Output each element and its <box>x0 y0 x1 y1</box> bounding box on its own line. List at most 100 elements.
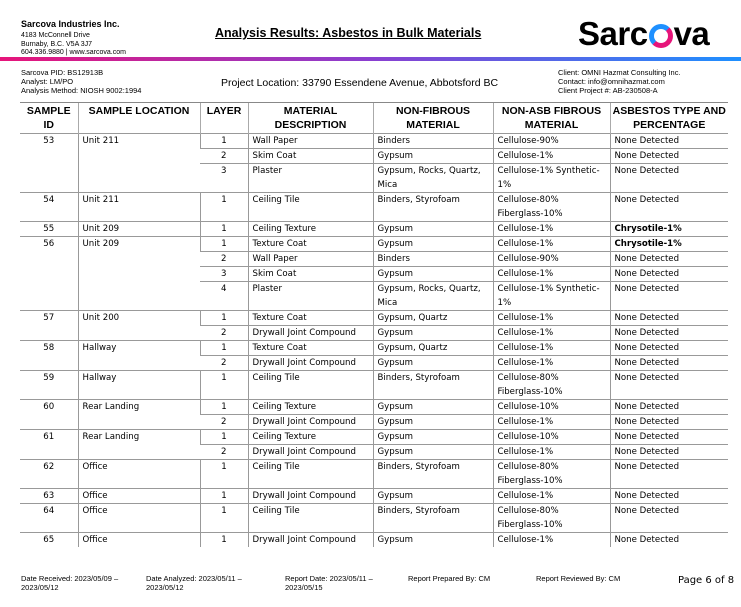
non-asb-fibrous-material: Cellulose-1% <box>492 310 610 326</box>
company-name: Sarcova Industries Inc. <box>21 19 120 29</box>
col-asbestos: ASBESTOS TYPE AND PERCENTAGE <box>609 102 728 134</box>
asbestos-result: None Detected <box>609 133 728 149</box>
material-description: Plaster <box>247 163 373 193</box>
asbestos-result: None Detected <box>609 429 728 445</box>
sample-location: Rear Landing <box>77 429 200 460</box>
non-asb-fibrous-material: Cellulose-10% <box>492 429 610 445</box>
sample-id: 55 <box>20 221 78 237</box>
table-row: 58 Hallway 1 Texture Coat Gypsum, Quartz Cell… <box>20 340 728 371</box>
client-project: Client Project #: AB-230508-A <box>558 86 658 95</box>
sample-location: Hallway <box>77 370 200 400</box>
table-row: 2 Drywall Joint Compound Gypsum Cellulose-1… <box>20 444 728 460</box>
material-description: Ceiling Tile <box>247 503 373 533</box>
non-asb-fibrous-material: Cellulose-10% <box>492 399 610 415</box>
non-asb-fibrous-material: Cellulose-1% <box>492 221 610 237</box>
sample-location: Rear Landing <box>77 399 200 430</box>
asbestos-result: None Detected <box>609 414 728 430</box>
sample-location: Unit 209 <box>77 221 200 237</box>
non-asb-fibrous-material: Cellulose-80% Fiberglass-10% <box>492 370 610 400</box>
asbestos-result: None Detected <box>609 488 728 504</box>
non-asb-fibrous-material: Cellulose-1% Synthetic-1% <box>492 281 610 311</box>
gradient-divider <box>0 57 741 61</box>
sample-location: Unit 200 <box>77 310 200 341</box>
sample-location: Office <box>77 532 200 547</box>
material-description: Ceiling Tile <box>247 459 373 489</box>
table-row: 53 Unit 211 1 Wall Paper Binders Cellulose-90… <box>20 133 728 193</box>
asbestos-result: Chrysotile-1% <box>609 221 728 237</box>
logo-o-icon <box>648 24 673 48</box>
non-fibrous-material: Gypsum <box>372 532 493 547</box>
non-asb-fibrous-material: Cellulose-1% <box>492 236 610 252</box>
layer: 3 <box>200 163 248 193</box>
non-fibrous-material: Gypsum <box>372 266 493 282</box>
material-description: Drywall Joint Compound <box>247 532 373 547</box>
layer: 1 <box>199 532 248 547</box>
non-asb-fibrous-material: Cellulose-1% <box>492 488 610 504</box>
asbestos-result: Chrysotile-1% <box>609 236 728 252</box>
layer: 1 <box>199 370 248 400</box>
page-number: Page 6 of 8 <box>678 575 735 586</box>
table-row: 3 Skim Coat Gypsum Cellulose-1% None Detecte… <box>20 266 728 282</box>
layer: 1 <box>199 503 248 533</box>
sample-location: Unit 209 <box>77 236 200 311</box>
sample-location: Unit 211 <box>77 192 200 222</box>
sample-location: Unit 211 <box>77 133 200 193</box>
material-description: Skim Coat <box>247 148 373 164</box>
asbestos-result: None Detected <box>609 266 728 282</box>
sample-id: 54 <box>20 192 78 222</box>
asbestos-result: None Detected <box>609 399 728 415</box>
asbestos-result: None Detected <box>609 163 728 193</box>
non-fibrous-material: Gypsum <box>372 399 493 415</box>
material-description: Drywall Joint Compound <box>247 325 373 341</box>
table-row: 59 Hallway 1 Ceiling Tile Binders, Styrofoam… <box>20 370 728 400</box>
analyst: Analyst: LM/PO <box>21 77 74 86</box>
layer: 2 <box>200 251 248 267</box>
table-row: 3 Plaster Gypsum, Rocks, Quartz, Mica Cellu… <box>20 163 728 193</box>
table-row: 4 Plaster Gypsum, Rocks, Quartz, Mica Cellu… <box>20 281 728 311</box>
sample-id: 59 <box>20 370 78 400</box>
material-description: Wall Paper <box>247 251 373 267</box>
report-prepared-by: Report Prepared By: CM <box>408 574 491 583</box>
non-fibrous-material: Binders <box>372 251 493 267</box>
sample-id: 61 <box>20 429 78 460</box>
table-row: 63 Office 1 Drywall Joint Compound Gypsum Cel… <box>20 488 728 504</box>
material-description: Drywall Joint Compound <box>247 414 373 430</box>
non-fibrous-material: Gypsum <box>372 429 493 445</box>
non-fibrous-material: Gypsum, Quartz <box>372 340 493 356</box>
asbestos-result: None Detected <box>609 459 728 489</box>
non-fibrous-material: Binders, Styrofoam <box>372 503 493 533</box>
col-layer: LAYER <box>199 102 248 134</box>
layer: 2 <box>200 148 248 164</box>
asbestos-result: None Detected <box>609 444 728 460</box>
sample-location: Office <box>77 503 200 533</box>
non-asb-fibrous-material: Cellulose-1% Synthetic-1% <box>492 163 610 193</box>
non-fibrous-material: Gypsum, Rocks, Quartz, Mica <box>372 163 493 193</box>
layer: 1 <box>199 221 248 237</box>
sample-id: 58 <box>20 340 78 371</box>
sample-id: 57 <box>20 310 78 341</box>
asbestos-result: None Detected <box>609 281 728 311</box>
non-fibrous-material: Binders, Styrofoam <box>372 192 493 222</box>
layer: 1 <box>199 192 248 222</box>
sample-location: Hallway <box>77 340 200 371</box>
contact: Contact: info@omnihazmat.com <box>558 77 665 86</box>
material-description: Wall Paper <box>247 133 373 149</box>
asbestos-result: None Detected <box>609 192 728 222</box>
asbestos-result: None Detected <box>609 355 728 371</box>
layer: 2 <box>200 325 248 341</box>
address-line: 604.336.9880 | www.sarcova.com <box>21 49 126 56</box>
sample-id: 56 <box>20 236 78 311</box>
date-received: Date Received: 2023/05/09 – 2023/05/12 <box>21 574 119 592</box>
non-fibrous-material: Gypsum <box>372 325 493 341</box>
non-asb-fibrous-material: Cellulose-1% <box>492 148 610 164</box>
analysis-meta: Sarcova PID: BS12913B Analyst: LM/PO Ana… <box>21 68 141 95</box>
sample-id: 64 <box>20 503 78 533</box>
address-line: 4183 McConnell Drive <box>21 32 90 39</box>
col-non-fibrous: NON-FIBROUS MATERIAL <box>372 102 493 134</box>
asbestos-result: None Detected <box>609 370 728 400</box>
asbestos-result: None Detected <box>609 325 728 341</box>
sample-id: 53 <box>20 133 78 193</box>
non-fibrous-material: Gypsum <box>372 236 493 252</box>
material-description: Drywall Joint Compound <box>247 488 373 504</box>
layer: 1 <box>199 488 248 504</box>
